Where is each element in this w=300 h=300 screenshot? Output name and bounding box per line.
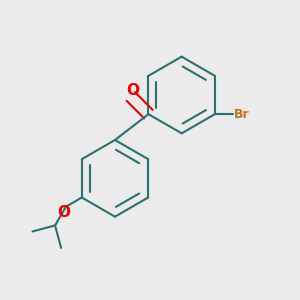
Text: O: O [57,205,70,220]
Text: O: O [126,83,139,98]
Text: Br: Br [234,108,250,121]
